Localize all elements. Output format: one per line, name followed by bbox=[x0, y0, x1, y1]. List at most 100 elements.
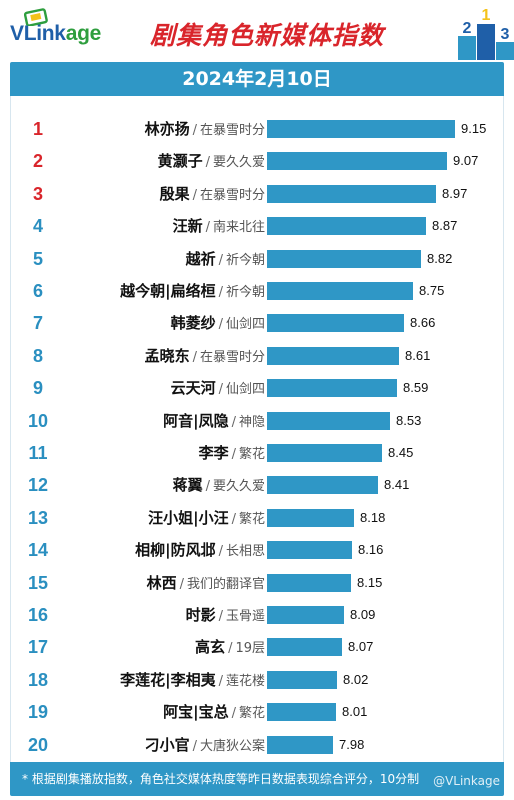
drama-name: 繁花 bbox=[238, 447, 265, 462]
date-banner: 2024年2月10日 bbox=[10, 62, 504, 96]
podium-number-3: 3 bbox=[501, 26, 510, 43]
label-separator: / bbox=[231, 511, 236, 527]
score-value: 8.18 bbox=[360, 509, 386, 525]
drama-name: 长相思 bbox=[225, 544, 265, 560]
rank-number: 12 bbox=[27, 475, 49, 496]
podium-number-2: 2 bbox=[463, 20, 472, 37]
logo-accent-text: age bbox=[65, 22, 102, 45]
score-bar bbox=[267, 120, 455, 138]
score-value: 9.15 bbox=[461, 121, 487, 136]
label-separator: / bbox=[231, 706, 236, 722]
ranking-row: 6 越今朝|扁络桓 / 祈今朝 8.75 bbox=[11, 275, 505, 307]
role-name: 韩菱纱 bbox=[170, 314, 216, 333]
score-bar bbox=[267, 703, 336, 722]
score-bar bbox=[267, 217, 426, 236]
rank-number: 15 bbox=[27, 572, 49, 593]
drama-name: 要久久爱 bbox=[212, 479, 265, 495]
drama-name: 繁花 bbox=[238, 511, 265, 527]
drama-name: 在暴雪时分 bbox=[199, 123, 265, 138]
drama-name: 在暴雪时分 bbox=[199, 349, 265, 365]
role-name: 越祈 bbox=[185, 249, 216, 268]
drama-name: 玉骨遥 bbox=[225, 609, 265, 624]
ranking-row: 5 越祈 / 祈今朝 8.82 bbox=[11, 243, 505, 275]
ranking-row: 2 黄灏子 / 要久久爱 9.07 bbox=[11, 145, 505, 177]
score-value: 8.45 bbox=[388, 445, 414, 460]
logo-main-text: VLink bbox=[10, 22, 66, 45]
row-label: 蒋翼 / 要久久爱 bbox=[173, 469, 265, 501]
ranking-row: 16 时影 / 玉骨遥 8.09 bbox=[11, 599, 505, 631]
label-separator: / bbox=[205, 220, 210, 236]
score-bar bbox=[267, 282, 413, 300]
rank-number: 10 bbox=[27, 410, 49, 431]
drama-name: 神隐 bbox=[238, 414, 265, 430]
podium-icon: 2 1 3 bbox=[458, 7, 514, 60]
rank-number: 13 bbox=[27, 507, 49, 528]
score-value: 8.87 bbox=[432, 218, 458, 234]
role-name: 相柳|防风邶 bbox=[135, 541, 216, 560]
row-label: 刁小官 / 大唐狄公案 bbox=[145, 729, 265, 761]
ranking-row: 17 高玄/19层 8.07 bbox=[11, 631, 505, 663]
score-value: 8.75 bbox=[419, 283, 445, 298]
score-bar bbox=[267, 346, 399, 365]
score-bar bbox=[267, 249, 421, 268]
row-label: 时影 / 玉骨遥 bbox=[186, 599, 265, 631]
ranking-row: 13 汪小姐|小汪 / 繁花 8.18 bbox=[11, 502, 505, 534]
role-name: 孟晓东 bbox=[144, 346, 190, 365]
ranking-row: 15 林西 / 我们的翻译官 8.15 bbox=[11, 567, 505, 599]
rank-number: 5 bbox=[32, 248, 43, 269]
ranking-chart: 1 林亦扬 / 在暴雪时分 9.15 2 黄灏子 / 要久久爱 9.07 3 殷果 / 在暴雪时分 8.97… bbox=[10, 96, 504, 762]
role-name: 蒋翼 bbox=[172, 476, 203, 495]
row-label: 孟晓东 / 在暴雪时分 bbox=[145, 340, 265, 372]
rank-number: 14 bbox=[27, 540, 49, 561]
role-name: 阿宝|宝总 bbox=[163, 703, 229, 722]
drama-name: 仙剑四 bbox=[225, 382, 265, 398]
logo-icon bbox=[24, 8, 48, 26]
score-value: 8.66 bbox=[410, 315, 436, 331]
label-separator: / bbox=[179, 576, 184, 592]
drama-name: 祈今朝 bbox=[225, 285, 265, 300]
label-separator: / bbox=[192, 123, 197, 138]
score-bar bbox=[267, 735, 333, 754]
row-label: 黄灏子 / 要久久爱 bbox=[158, 145, 265, 177]
score-bar bbox=[267, 314, 404, 333]
label-separator: / bbox=[192, 187, 197, 203]
row-label: 阿音|凤隐 / 神隐 bbox=[163, 405, 265, 437]
score-value: 7.98 bbox=[339, 736, 365, 752]
score-bar bbox=[267, 541, 352, 560]
role-name: 汪新 bbox=[172, 217, 203, 236]
header: VLinkage 剧集角色新媒体指数 2 1 3 bbox=[0, 0, 514, 62]
ranking-row: 12 蒋翼 / 要久久爱 8.41 bbox=[11, 469, 505, 501]
row-label: 李莲花|李相夷 / 莲花楼 bbox=[120, 664, 265, 696]
row-label: 越祈 / 祈今朝 bbox=[186, 243, 265, 275]
label-separator: / bbox=[218, 673, 223, 689]
rank-number: 19 bbox=[27, 702, 49, 723]
ranking-row: 14 相柳|防风邶 / 长相思 8.16 bbox=[11, 534, 505, 566]
label-separator: / bbox=[218, 609, 223, 624]
row-label: 汪新 / 南来北往 bbox=[173, 210, 265, 242]
score-bar bbox=[267, 152, 447, 171]
label-separator: / bbox=[231, 414, 236, 430]
drama-name: 仙剑四 bbox=[225, 317, 265, 333]
score-bar bbox=[267, 411, 390, 430]
ranking-row: 7 韩菱纱 / 仙剑四 8.66 bbox=[11, 307, 505, 339]
drama-name: 繁花 bbox=[238, 706, 265, 722]
row-label: 阿宝|宝总 / 繁花 bbox=[163, 696, 265, 728]
label-separator: / bbox=[218, 285, 223, 300]
role-name: 阿音|凤隐 bbox=[163, 411, 229, 430]
score-value: 8.53 bbox=[396, 412, 422, 428]
drama-name: 在暴雪时分 bbox=[199, 187, 265, 203]
ranking-row: 19 阿宝|宝总 / 繁花 8.01 bbox=[11, 696, 505, 728]
score-value: 8.07 bbox=[348, 639, 374, 655]
role-name: 汪小姐|小汪 bbox=[148, 508, 229, 527]
row-label: 相柳|防风邶 / 长相思 bbox=[135, 534, 265, 566]
score-value: 8.82 bbox=[427, 250, 453, 266]
row-label: 韩菱纱 / 仙剑四 bbox=[171, 307, 265, 339]
ranking-row: 4 汪新 / 南来北往 8.87 bbox=[11, 210, 505, 242]
score-value: 8.97 bbox=[442, 185, 468, 201]
label-separator: / bbox=[218, 544, 223, 560]
role-name: 林西 bbox=[146, 573, 177, 592]
score-bar bbox=[267, 444, 382, 462]
label-separator: / bbox=[192, 349, 197, 365]
rank-number: 9 bbox=[32, 378, 43, 399]
logo: VLinkage bbox=[10, 22, 101, 46]
